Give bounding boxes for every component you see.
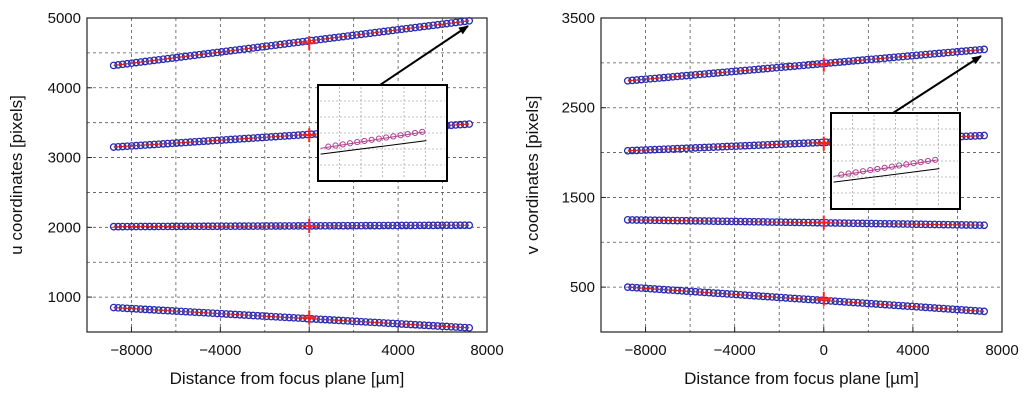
right-x-tick-label: −4000 xyxy=(714,342,756,359)
right-inset-data-point xyxy=(845,170,852,177)
left-y-tick-label: 1000 xyxy=(48,289,81,306)
right-inset-data-point xyxy=(903,161,910,168)
left-x-axis-label: Distance from focus plane [µm] xyxy=(170,369,405,388)
left-inset-data-point xyxy=(332,142,339,149)
right-x-tick-label: 0 xyxy=(820,342,828,359)
left-inset-data-point xyxy=(383,134,390,141)
right-inset xyxy=(830,112,961,210)
right-inset-data-point xyxy=(917,158,924,166)
right-chart-panel: −8000 −4000 0 4000 8000 500 1500 2500 3500 Distan… xyxy=(523,10,1019,388)
right-fit-line xyxy=(627,219,985,226)
left-inset-data-point xyxy=(419,128,426,135)
left-inset-reference-line xyxy=(320,140,427,155)
right-inset-data-point xyxy=(838,171,845,178)
left-y-tick-label: 3000 xyxy=(48,150,81,167)
left-series-1 xyxy=(109,16,474,70)
left-inset-data-point xyxy=(404,130,411,138)
left-inset-data-point xyxy=(325,143,332,150)
right-series-3 xyxy=(623,215,989,230)
right-series-4 xyxy=(623,283,989,316)
right-inset-data-point xyxy=(874,165,881,173)
right-x-tick-label: 8000 xyxy=(985,342,1018,359)
left-x-tick-label: 8000 xyxy=(470,342,503,359)
right-y-tick-label: 500 xyxy=(570,279,595,296)
right-x-axis-label: Distance from focus plane [µm] xyxy=(684,369,919,388)
right-inset-data-point xyxy=(859,168,867,175)
left-plot-frame xyxy=(86,17,488,333)
left-inset-data-point xyxy=(361,137,368,145)
right-fit-line xyxy=(627,48,985,82)
left-inset-data-point xyxy=(346,140,354,147)
left-fit-line xyxy=(113,307,470,329)
right-y-axis-label: v coordinates [pixels] xyxy=(523,96,542,255)
left-fit-line xyxy=(113,224,470,228)
left-y-tick-label: 4000 xyxy=(48,80,81,97)
left-x-tick-label: −4000 xyxy=(199,342,241,359)
right-fit-line xyxy=(627,286,985,312)
left-inset-data-point xyxy=(368,136,375,143)
left-series-3 xyxy=(109,218,474,233)
left-x-tick-label: −8000 xyxy=(110,342,152,359)
left-y-axis-label: u coordinates [pixels] xyxy=(7,95,26,255)
left-chart-panel: −8000 −4000 0 4000 8000 1000 2000 3000 4000 5000 D… xyxy=(7,10,504,388)
left-fit-line xyxy=(113,20,470,66)
right-inset-data-point xyxy=(924,157,932,165)
left-y-tick-label: 5000 xyxy=(48,10,81,27)
right-x-tick-label: −8000 xyxy=(624,342,666,359)
right-inset-data-point xyxy=(888,163,895,170)
right-series-1 xyxy=(623,45,989,85)
right-y-tick-label: 1500 xyxy=(562,189,595,206)
left-inset-data-point xyxy=(375,135,382,142)
right-zoom-arrow xyxy=(892,55,982,114)
left-inset-data-point xyxy=(390,133,397,140)
left-y-tick-label: 2000 xyxy=(48,219,81,236)
right-x-tick-label: 4000 xyxy=(896,342,929,359)
right-inset-data-point xyxy=(867,166,874,174)
right-inset-data-point xyxy=(881,164,888,171)
right-inset-data-point xyxy=(896,162,903,169)
left-inset-data-point xyxy=(354,138,361,146)
right-inset-data-point xyxy=(932,156,939,163)
right-y-tick-label: 2500 xyxy=(562,100,595,117)
left-x-tick-label: 4000 xyxy=(381,342,414,359)
left-inset-data-point xyxy=(397,132,404,139)
right-plot-frame xyxy=(600,17,1003,333)
left-inset-data-point xyxy=(411,129,419,137)
left-inset xyxy=(317,84,448,182)
right-inset-reference-line xyxy=(833,168,940,183)
left-series-4 xyxy=(109,303,474,332)
right-y-tick-label: 3500 xyxy=(562,10,595,27)
left-inset-data-point xyxy=(339,141,346,148)
right-inset-data-point xyxy=(910,160,917,167)
left-zoom-arrow xyxy=(379,25,469,86)
left-x-tick-label: 0 xyxy=(305,342,313,359)
right-inset-data-point xyxy=(852,169,859,176)
